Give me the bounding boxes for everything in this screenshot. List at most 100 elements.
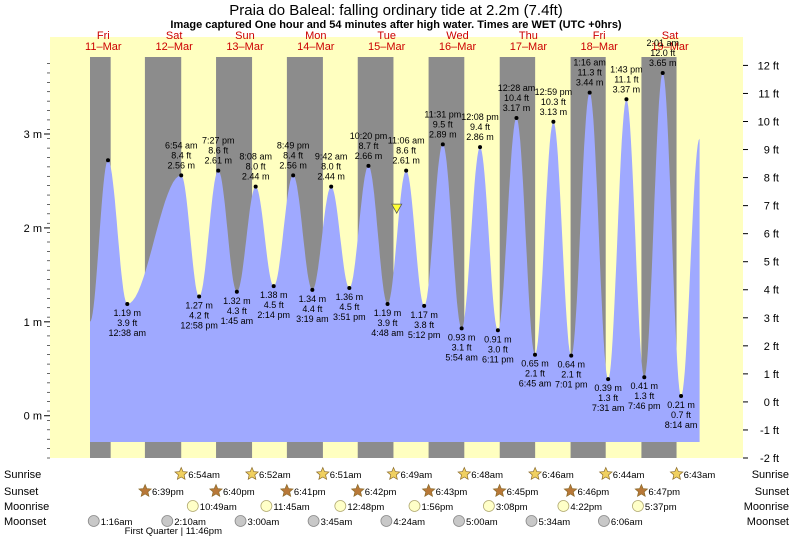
day-name: Thu bbox=[519, 30, 538, 42]
extreme-label: 7:31 am bbox=[592, 403, 625, 413]
sunrise-time: 6:43am bbox=[684, 470, 716, 481]
extreme-label: 0.7 ft bbox=[671, 410, 692, 420]
day-name: Sat bbox=[662, 30, 679, 42]
extreme-label: 8.4 ft bbox=[283, 150, 304, 160]
extreme-label: 3:19 am bbox=[296, 314, 329, 324]
extreme-label: 3.9 ft bbox=[117, 318, 138, 328]
extreme-label: 0.21 m bbox=[667, 400, 695, 410]
left-tick-label: 0 m bbox=[24, 411, 42, 423]
moonrise-icon bbox=[334, 500, 347, 512]
extreme-point bbox=[366, 163, 371, 168]
moon-phase: First Quarter | 11:46pm bbox=[125, 526, 222, 537]
extreme-label: 1.27 m bbox=[185, 300, 213, 310]
day-date: 18–Mar bbox=[581, 41, 619, 53]
extreme-label: 8.0 ft bbox=[246, 162, 267, 172]
sunset-time: 6:41pm bbox=[294, 487, 326, 498]
extreme-point bbox=[404, 168, 409, 173]
extreme-label: 4.3 ft bbox=[227, 306, 248, 316]
moonset-icon bbox=[525, 515, 538, 527]
day-date: 14–Mar bbox=[297, 41, 335, 53]
extreme-label: 11:06 am bbox=[388, 136, 425, 146]
extreme-label: 1.32 m bbox=[223, 296, 251, 306]
extreme-point bbox=[459, 326, 464, 331]
right-tick-label: 9 ft bbox=[764, 145, 779, 157]
extreme-label: 6:11 pm bbox=[482, 354, 514, 364]
sunrise-icon bbox=[386, 466, 401, 481]
extreme-label: 1.36 m bbox=[336, 292, 364, 302]
day-name: Fri bbox=[97, 30, 110, 42]
moonrise-icon bbox=[186, 500, 199, 512]
extreme-label: 6:54 am bbox=[165, 140, 198, 150]
moonrise-time: 11:45am bbox=[273, 502, 309, 513]
extreme-label: 4.5 ft bbox=[264, 300, 285, 310]
extreme-label: 3.65 m bbox=[649, 58, 677, 68]
extreme-label: 2.1 ft bbox=[525, 369, 546, 379]
extreme-point bbox=[587, 90, 592, 95]
day-name: Tue bbox=[377, 30, 396, 42]
sunrise-time: 6:49am bbox=[401, 470, 433, 481]
right-tick-label: 0 ft bbox=[764, 397, 779, 409]
extreme-label: 11:31 pm bbox=[424, 109, 461, 119]
moonrise-icon bbox=[557, 500, 570, 512]
sunset-time: 6:46pm bbox=[577, 487, 609, 498]
extreme-label: 7:46 pm bbox=[628, 401, 661, 411]
moonset-time: 1:16am bbox=[101, 517, 133, 528]
extreme-label: 0.64 m bbox=[557, 360, 585, 370]
sunset-label-right: Sunset bbox=[755, 486, 789, 498]
day-name: Sat bbox=[166, 30, 183, 42]
sunset-icon bbox=[634, 483, 649, 498]
extreme-point bbox=[197, 294, 202, 299]
extreme-label: 1.19 m bbox=[374, 308, 402, 318]
sunrise-label-right: Sunrise bbox=[752, 469, 789, 481]
moonrise-label-right: Moonrise bbox=[744, 501, 789, 513]
day-date: 17–Mar bbox=[510, 41, 548, 53]
sunrise-time: 6:48am bbox=[471, 470, 503, 481]
day-date: 19–Mar bbox=[651, 41, 689, 53]
sunrise-icon bbox=[315, 466, 330, 481]
extreme-point bbox=[271, 284, 276, 289]
extreme-label: 7:01 pm bbox=[555, 380, 588, 390]
extreme-label: 4.5 ft bbox=[339, 302, 360, 312]
right-tick-label: -2 ft bbox=[760, 453, 779, 465]
extreme-label: 12:08 pm bbox=[461, 112, 499, 122]
right-tick-label: 7 ft bbox=[764, 201, 779, 213]
extreme-label: 2.61 m bbox=[205, 156, 233, 166]
extreme-point bbox=[179, 173, 184, 178]
extreme-label: 8.7 ft bbox=[358, 141, 379, 151]
sunset-time: 6:42pm bbox=[365, 487, 397, 498]
day-date: 15–Mar bbox=[368, 41, 406, 53]
extreme-label: 2.44 m bbox=[242, 172, 270, 182]
left-tick-label: 3 m bbox=[24, 129, 42, 141]
extreme-point bbox=[660, 70, 665, 75]
day-name: Mon bbox=[305, 30, 326, 42]
sunset-icon bbox=[208, 483, 223, 498]
extreme-point bbox=[495, 328, 500, 333]
extreme-point bbox=[642, 375, 647, 380]
extreme-label: 1:16 am bbox=[573, 58, 606, 68]
sunset-icon bbox=[563, 483, 578, 498]
extreme-label: 12:58 pm bbox=[180, 320, 218, 330]
extreme-point bbox=[514, 116, 519, 121]
moonset-icon bbox=[307, 515, 320, 527]
extreme-label: 2.1 ft bbox=[561, 370, 582, 380]
extreme-point bbox=[440, 142, 445, 147]
moonrise-time: 12:48pm bbox=[347, 502, 384, 513]
extreme-point bbox=[422, 303, 427, 308]
extreme-label: 12:28 am bbox=[498, 83, 536, 93]
chart-subtitle: Image captured One hour and 54 minutes a… bbox=[170, 19, 622, 31]
extreme-label: 6:45 am bbox=[519, 379, 552, 389]
extreme-point bbox=[125, 301, 130, 306]
extreme-label: 10.3 ft bbox=[541, 97, 567, 107]
moonset-icon bbox=[87, 515, 100, 527]
extreme-point bbox=[679, 394, 684, 399]
sunrise-icon bbox=[244, 466, 260, 481]
extreme-label: 3.37 m bbox=[613, 84, 641, 94]
extreme-label: 9.4 ft bbox=[470, 122, 491, 132]
moonrise-icon bbox=[482, 500, 495, 512]
extreme-label: 7:27 pm bbox=[202, 136, 235, 146]
moonset-label-left: Moonset bbox=[4, 516, 46, 528]
extreme-label: 3.13 m bbox=[540, 107, 568, 117]
extreme-label: 1.17 m bbox=[410, 310, 438, 320]
moonrise-time: 1:56pm bbox=[422, 502, 454, 513]
extreme-label: 5:54 am bbox=[445, 352, 478, 362]
